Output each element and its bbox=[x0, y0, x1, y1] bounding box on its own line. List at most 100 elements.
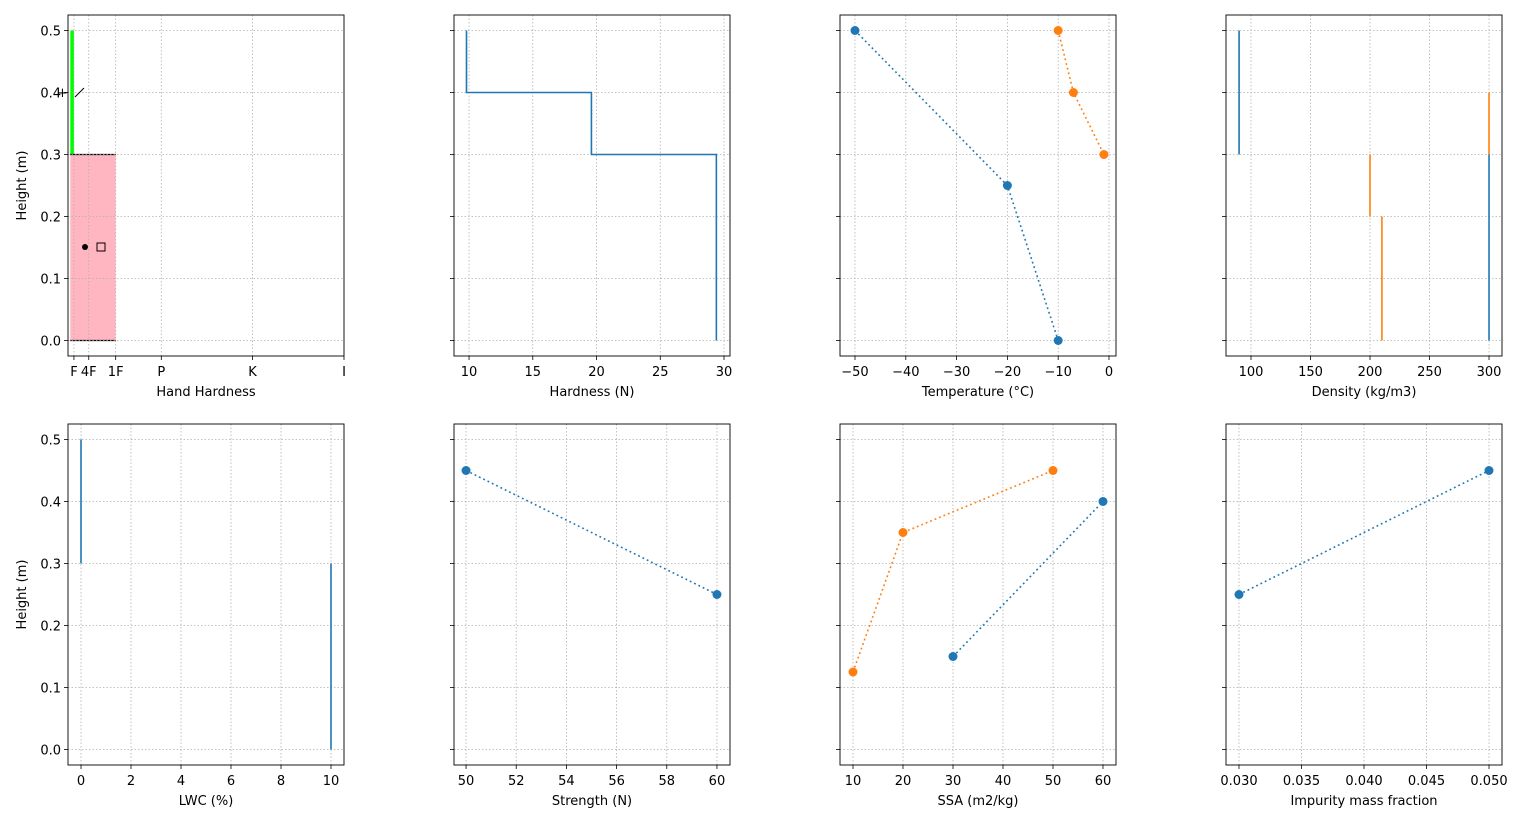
x-tick-label: 50 bbox=[458, 774, 475, 789]
point bbox=[461, 466, 471, 475]
y-tick-label: 0.5 bbox=[40, 25, 61, 40]
y-tick-label: 0.2 bbox=[40, 620, 61, 635]
point bbox=[1234, 590, 1244, 599]
x-axis-label: Hardness (N) bbox=[550, 385, 635, 400]
y-tick-label: 0.5 bbox=[40, 434, 61, 449]
x-tick-label: 300 bbox=[1477, 365, 1502, 380]
x-tick-label: 40 bbox=[995, 774, 1012, 789]
x-tick-label: 54 bbox=[558, 774, 575, 789]
x-tick-label: 0.050 bbox=[1470, 774, 1507, 789]
x-tick-label: 10 bbox=[461, 365, 478, 380]
series-line bbox=[1238, 469, 1490, 596]
point bbox=[898, 528, 908, 537]
x-tick-label: 58 bbox=[658, 774, 675, 789]
axes-frame bbox=[1225, 14, 1503, 357]
y-axis-label: Height (m) bbox=[15, 151, 30, 221]
x-tick-label: 8 bbox=[277, 774, 285, 789]
x-tick-label: 60 bbox=[709, 774, 726, 789]
x-axis-label: Impurity mass fraction bbox=[1290, 794, 1437, 809]
grain-symbol-dot bbox=[82, 244, 88, 250]
x-tick-label: 4 bbox=[177, 774, 185, 789]
x-tick-label: 100 bbox=[1239, 365, 1264, 380]
series-line bbox=[1369, 92, 1490, 341]
y-tick-label: 0.1 bbox=[40, 682, 61, 697]
point bbox=[850, 26, 860, 35]
x-axis-label: Hand Hardness bbox=[156, 385, 255, 400]
x-tick-label: 0.030 bbox=[1220, 774, 1257, 789]
series-line bbox=[465, 469, 718, 596]
x-tick-label: 0.035 bbox=[1283, 774, 1320, 789]
x-axis-label: LWC (%) bbox=[179, 794, 234, 809]
x-tick-label: 200 bbox=[1358, 365, 1383, 380]
grain-symbols: + bbox=[57, 86, 106, 252]
y-tick-label: 0.4 bbox=[40, 496, 61, 511]
layer bbox=[70, 154, 116, 341]
x-tick-label: −10 bbox=[1044, 365, 1071, 380]
y-tick-label: 0.1 bbox=[40, 273, 61, 288]
y-tick-label: 0.0 bbox=[40, 744, 61, 759]
x-tick-label: 0 bbox=[77, 774, 85, 789]
x-tick-label: −40 bbox=[892, 365, 919, 380]
x-tick-label: 0.040 bbox=[1345, 774, 1382, 789]
point bbox=[1484, 466, 1494, 475]
axes-frame bbox=[839, 14, 1117, 357]
x-tick-label: 56 bbox=[608, 774, 625, 789]
y-axis-label: Height (m) bbox=[15, 560, 30, 630]
point bbox=[948, 652, 958, 661]
x-tick-label: K bbox=[248, 365, 257, 380]
axes-frame bbox=[839, 423, 1117, 766]
y-tick-label: 0.0 bbox=[40, 335, 61, 350]
x-tick-label: 52 bbox=[508, 774, 525, 789]
x-tick-label: 150 bbox=[1298, 365, 1323, 380]
y-tick-label: 0.4 bbox=[40, 87, 61, 102]
x-tick-label: 15 bbox=[525, 365, 542, 380]
grain-symbol-slash bbox=[74, 87, 85, 98]
series-line bbox=[465, 30, 718, 341]
x-tick-label: −50 bbox=[841, 365, 868, 380]
x-tick-label: P bbox=[157, 365, 165, 380]
x-tick-label: 20 bbox=[588, 365, 605, 380]
x-tick-label: 250 bbox=[1417, 365, 1442, 380]
x-tick-label: 1F bbox=[108, 365, 124, 380]
x-axis-label: SSA (m2/kg) bbox=[937, 794, 1018, 809]
x-axis-label: Strength (N) bbox=[552, 794, 632, 809]
point bbox=[712, 590, 722, 599]
series-line bbox=[852, 469, 1054, 673]
grain-symbol-square bbox=[96, 242, 106, 252]
x-tick-label: 0 bbox=[1105, 365, 1113, 380]
x-axis-label: Density (kg/m3) bbox=[1312, 385, 1417, 400]
x-tick-label: F bbox=[70, 365, 77, 380]
x-tick-label: 10 bbox=[845, 774, 862, 789]
x-tick-label: 20 bbox=[895, 774, 912, 789]
x-tick-label: 6 bbox=[227, 774, 235, 789]
point bbox=[1053, 336, 1063, 345]
axes-frame bbox=[67, 14, 345, 357]
point bbox=[1099, 150, 1109, 159]
x-tick-label: 0.045 bbox=[1408, 774, 1445, 789]
point bbox=[1068, 88, 1078, 97]
x-tick-label: 60 bbox=[1095, 774, 1112, 789]
series-line bbox=[80, 439, 332, 750]
point bbox=[848, 667, 858, 677]
axes-frame bbox=[453, 423, 731, 766]
point bbox=[1098, 497, 1108, 506]
point bbox=[1053, 26, 1063, 35]
x-tick-label: −30 bbox=[943, 365, 970, 380]
point bbox=[1002, 181, 1012, 190]
x-tick-label: −20 bbox=[994, 365, 1021, 380]
x-tick-label: 2 bbox=[127, 774, 135, 789]
x-tick-label: 30 bbox=[716, 365, 733, 380]
axes-frame bbox=[67, 423, 345, 766]
point bbox=[1048, 466, 1058, 475]
x-tick-label: 50 bbox=[1045, 774, 1062, 789]
x-axis-label: Temperature (°C) bbox=[921, 385, 1034, 400]
y-tick-label: 0.2 bbox=[40, 211, 61, 226]
axes-frame bbox=[453, 14, 731, 357]
x-tick-label: I bbox=[342, 365, 346, 380]
x-tick-label: 4F bbox=[81, 365, 97, 380]
x-tick-label: 10 bbox=[323, 774, 340, 789]
series-line bbox=[1238, 30, 1490, 341]
y-tick-label: 0.3 bbox=[40, 558, 61, 573]
